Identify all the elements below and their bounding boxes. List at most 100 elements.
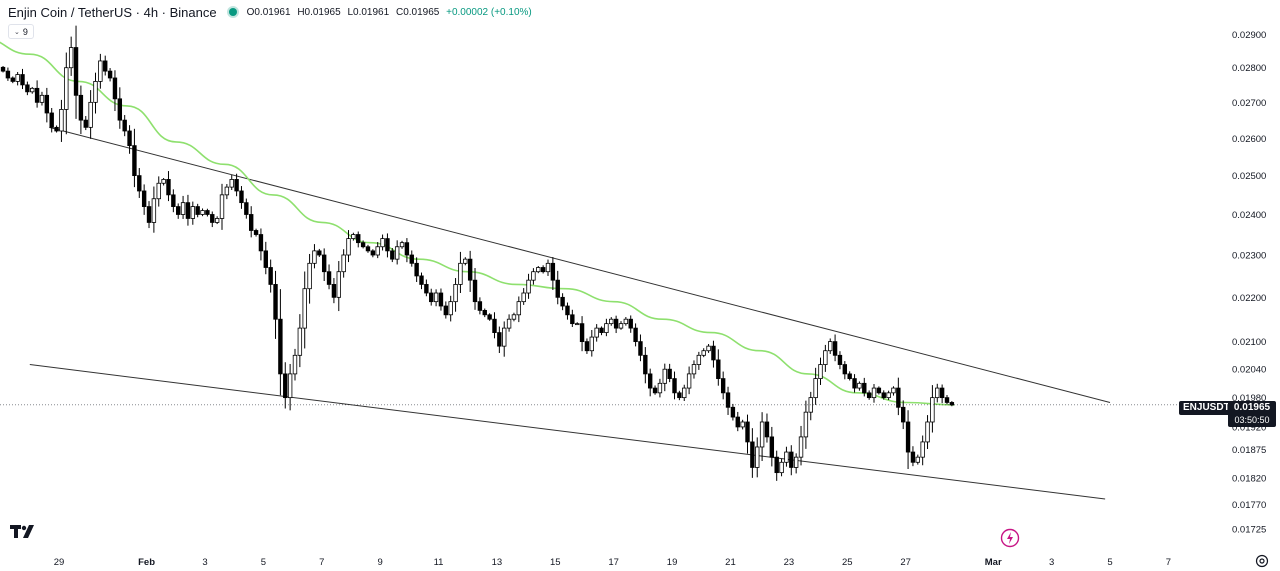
candle [151, 186, 157, 233]
candle-body [34, 87, 40, 103]
candle [336, 261, 341, 312]
candle-body [248, 214, 254, 231]
candle-body [901, 406, 906, 423]
candle [326, 264, 332, 290]
candle-body [847, 373, 852, 379]
candle [39, 91, 45, 106]
symbol-title[interactable]: Enjin Coin / TetherUS · 4h · Binance [8, 4, 217, 20]
bar-countdown: 03:50:50 [1234, 415, 1270, 425]
candle [793, 453, 799, 474]
candle [837, 351, 843, 370]
candle-body [463, 258, 468, 264]
x-tick-label: 23 [784, 557, 795, 568]
y-tick-label: 0.02300 [1232, 251, 1266, 262]
candle [920, 435, 925, 466]
candle-body [103, 60, 108, 72]
y-tick-label: 0.01725 [1232, 524, 1266, 535]
candle [502, 321, 507, 357]
candle [472, 268, 478, 310]
candle-body [905, 421, 911, 453]
candle-body [730, 406, 736, 418]
candle [15, 71, 20, 86]
candle [176, 203, 181, 219]
candle-body [210, 214, 215, 223]
candle-body [540, 267, 546, 273]
candle-body [336, 271, 341, 298]
candle [409, 250, 414, 267]
candle-body [876, 387, 882, 394]
candle [44, 87, 50, 123]
x-tick-label: 29 [54, 557, 65, 568]
candle-body [696, 354, 702, 365]
candle [589, 330, 594, 357]
candle-body [273, 284, 278, 320]
candle [346, 230, 351, 263]
candle [78, 85, 84, 135]
candle-body [735, 416, 740, 428]
candle-body [331, 284, 337, 298]
candle [219, 183, 225, 230]
candle-body [633, 327, 638, 343]
candle-body [944, 397, 950, 403]
candle [341, 249, 346, 278]
candle [229, 175, 234, 191]
candle-body [356, 234, 361, 244]
candle [531, 268, 536, 285]
candle-body [390, 250, 395, 260]
candle [365, 244, 371, 253]
candle [711, 340, 716, 368]
x-tick-label: 9 [377, 557, 382, 568]
last-price-label: 0.01965 03:50:50 [1228, 401, 1276, 427]
candle-body [935, 387, 940, 399]
candle [360, 240, 366, 249]
flash-icon[interactable] [1000, 528, 1020, 548]
candle [696, 351, 702, 370]
tradingview-logo-icon[interactable] [10, 524, 38, 540]
candle-body [297, 327, 303, 356]
candle-body [589, 336, 594, 352]
candle [720, 371, 726, 400]
candle-body [414, 262, 419, 277]
candle [98, 53, 103, 89]
candle [506, 314, 512, 332]
candle-body [458, 262, 463, 285]
candle [716, 349, 721, 386]
candle [34, 80, 40, 108]
candle [701, 348, 706, 358]
candle [268, 259, 273, 293]
last-price-value: 0.01965 [1233, 402, 1271, 413]
ohlc-low: L0.01961 [347, 6, 390, 18]
settings-icon[interactable] [1255, 554, 1269, 568]
y-tick-label: 0.01875 [1232, 445, 1266, 456]
candle [210, 211, 215, 228]
candle-body [871, 387, 877, 399]
candle-body [511, 314, 517, 320]
candle [64, 52, 69, 135]
candle [579, 316, 585, 352]
y-tick-label: 0.02700 [1232, 98, 1266, 109]
candle-body [404, 242, 410, 256]
candle [10, 76, 15, 84]
candle [774, 450, 779, 481]
candle [550, 257, 556, 290]
candle [137, 168, 142, 198]
candle [526, 273, 531, 299]
candle [317, 248, 322, 257]
candle [443, 301, 449, 319]
y-tick-label: 0.02200 [1232, 293, 1266, 304]
indicators-toggle-button[interactable]: ⌄ 9 [8, 24, 34, 39]
candle [482, 308, 487, 318]
candle-body [317, 250, 322, 256]
candle [370, 249, 376, 258]
indicator-count: 9 [22, 26, 28, 37]
candle-body [185, 202, 191, 219]
candle [93, 72, 98, 114]
candle-body [244, 202, 249, 215]
candle [5, 67, 11, 81]
x-tick-label: 19 [667, 557, 678, 568]
candle [244, 198, 249, 219]
candle [161, 177, 166, 186]
candle [263, 241, 268, 275]
candle-body [784, 451, 789, 463]
